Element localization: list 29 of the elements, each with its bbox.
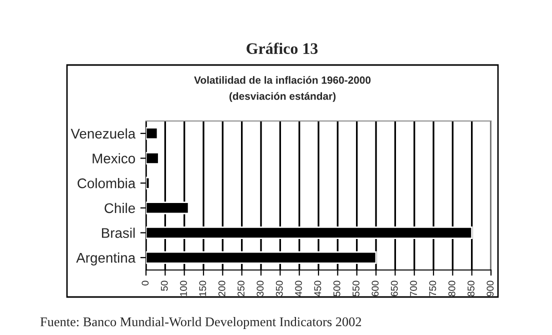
- x-tick-label: 550: [352, 280, 360, 296]
- chart-subtitle: (desviación estándar): [229, 92, 336, 102]
- x-tick-label: 600: [372, 280, 379, 296]
- x-tick-label: 300: [256, 280, 264, 296]
- x-tick-label: 150: [199, 280, 206, 296]
- y-tick-label: Argentina: [76, 252, 136, 266]
- x-tick-label: 900: [486, 280, 494, 296]
- x-tick-label: 0: [142, 280, 149, 286]
- y-tick-label: Mexico: [92, 153, 136, 164]
- x-tick-label: 750: [429, 280, 436, 296]
- y-tick-label: Venezuela: [70, 128, 136, 139]
- x-tick-label: 850: [468, 280, 474, 296]
- source-note: Fuente: Banco Mundial-World Development Indicators 2002: [40, 317, 362, 329]
- y-tick-label: Colombia: [78, 178, 136, 188]
- x-tick-label: 250: [238, 280, 244, 296]
- x-tick-label: 100: [180, 280, 187, 296]
- y-tick-label: Brasil: [102, 228, 135, 238]
- x-tick-label: 400: [295, 280, 302, 296]
- x-tick-label: 650: [390, 280, 398, 296]
- x-tick-label: 500: [333, 280, 340, 296]
- chart-title: Volatilidad de la inflación 1960-2000: [194, 76, 371, 84]
- text: Gráfico 13: [246, 42, 318, 54]
- x-tick-label: 700: [410, 280, 417, 296]
- x-tick-label: 350: [276, 280, 283, 296]
- x-tick-label: 450: [314, 280, 322, 296]
- x-tick-label: 50: [160, 280, 168, 291]
- x-tick-label: 200: [218, 280, 226, 296]
- x-tick-label: 800: [448, 280, 456, 296]
- y-tick-label: Chile: [104, 202, 135, 214]
